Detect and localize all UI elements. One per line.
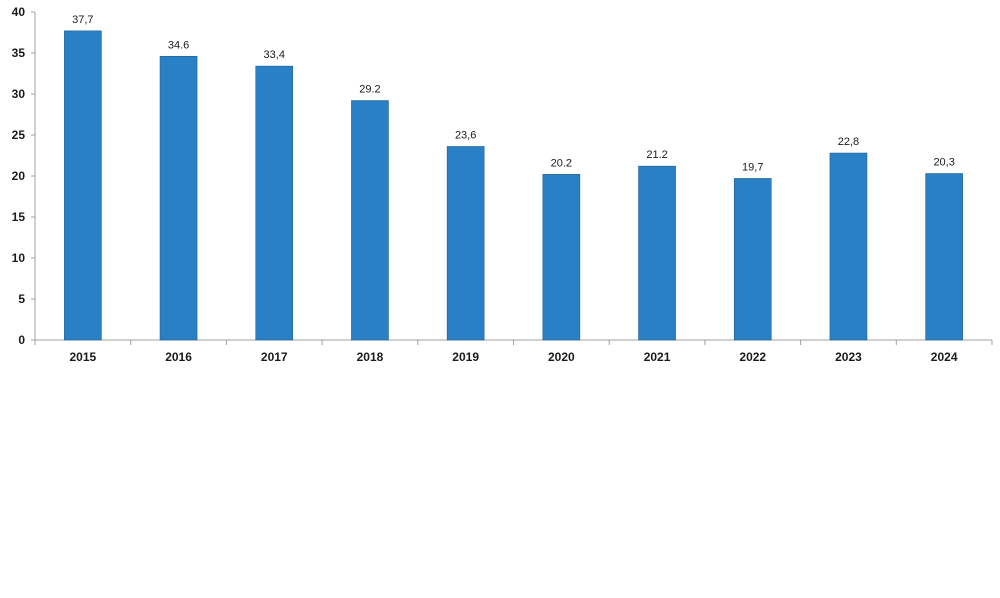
bar [159, 55, 198, 341]
data-label: 20.2 [551, 157, 572, 169]
y-tick-label: 40 [12, 5, 26, 19]
data-label: 29.2 [359, 84, 380, 96]
data-label: 22,8 [838, 136, 859, 148]
bar [638, 165, 676, 341]
data-label: 37,7 [72, 14, 93, 26]
bar [64, 30, 102, 341]
y-tick-label: 25 [12, 128, 26, 142]
bar [925, 173, 963, 341]
x-tick-label: 2022 [739, 350, 766, 364]
x-tick-label: 2021 [644, 350, 671, 364]
x-tick-label: 2018 [357, 350, 384, 364]
x-tick-label: 2024 [931, 350, 958, 364]
y-tick-label: 5 [18, 292, 25, 306]
x-tick-label: 2020 [548, 350, 575, 364]
data-label: 23,6 [455, 129, 476, 141]
data-label: 20,3 [933, 157, 954, 169]
x-tick-label: 2015 [69, 350, 96, 364]
y-tick-label: 30 [12, 87, 26, 101]
y-tick-label: 20 [12, 169, 26, 183]
y-tick-label: 15 [12, 210, 26, 224]
data-label: 34.6 [168, 39, 189, 51]
y-tick-label: 0 [18, 333, 25, 347]
data-label: 33,4 [264, 49, 285, 61]
x-tick-label: 2016 [165, 350, 192, 364]
bar [351, 100, 389, 341]
y-tick-label: 10 [12, 251, 26, 265]
bar [446, 146, 485, 341]
x-tick-label: 2019 [452, 350, 479, 364]
bar [542, 174, 581, 341]
bar [255, 65, 294, 341]
data-label: 19,7 [742, 161, 763, 173]
data-label: 21.2 [646, 149, 667, 161]
y-tick-label: 35 [12, 46, 26, 60]
bar [733, 178, 772, 341]
x-tick-label: 2017 [261, 350, 288, 364]
bar [829, 152, 868, 341]
x-tick-label: 2023 [835, 350, 862, 364]
